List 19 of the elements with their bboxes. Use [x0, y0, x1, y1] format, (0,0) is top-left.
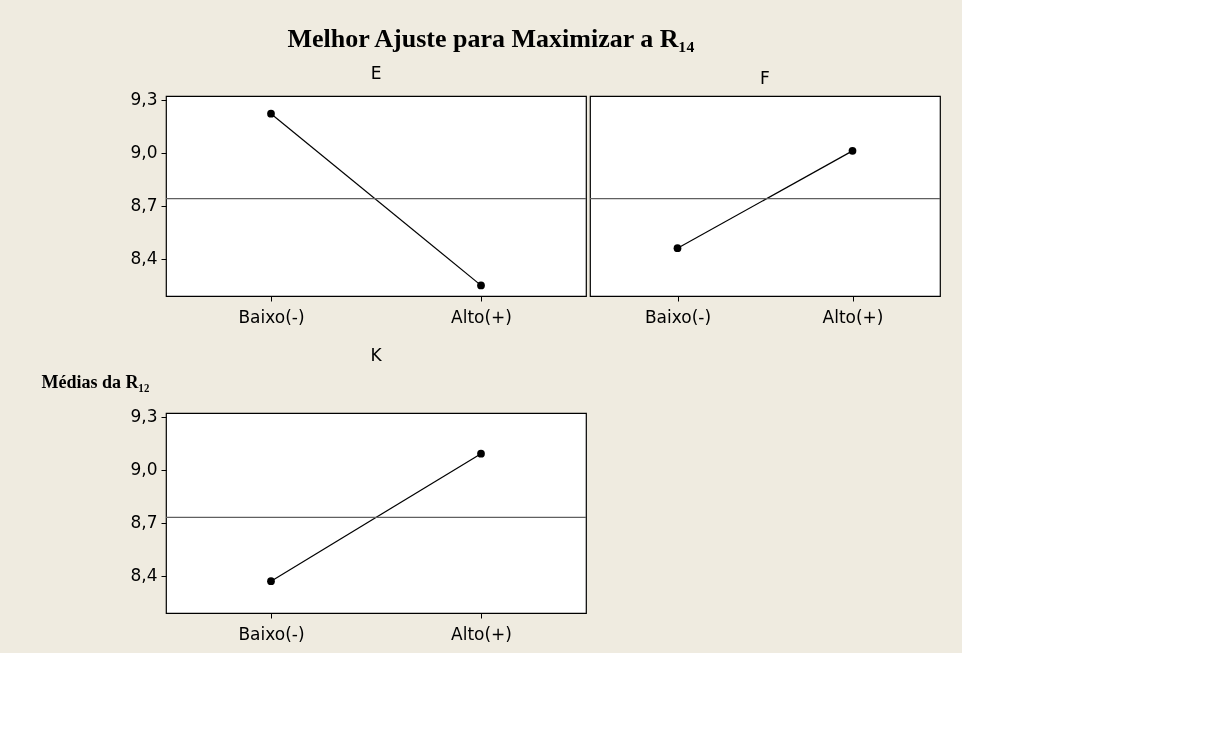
y-tick-label: 8,4: [130, 248, 158, 269]
y-tick-label: 9,0: [130, 142, 158, 163]
chart-title: K: [370, 345, 383, 365]
x-tick-label: Baixo(-): [238, 623, 305, 644]
chart-title: F: [760, 68, 770, 88]
x-tick-label: Alto(+): [822, 306, 884, 327]
y-tick-label: 8,7: [130, 512, 158, 533]
x-tick-label: Baixo(-): [238, 306, 305, 327]
y-tick-label: 8,7: [130, 195, 158, 216]
x-tick-label: Alto(+): [451, 623, 512, 644]
y-axis-title: Médias da R₁₂: [41, 371, 150, 392]
chart-title: E: [370, 62, 382, 83]
x-tick-label: Alto(+): [451, 306, 512, 327]
y-tick-label: 8,4: [130, 565, 158, 586]
x-tick-label: Baixo(-): [644, 306, 712, 327]
text: Melhor Ajuste para Maximizar a R₁₄: [287, 23, 695, 53]
y-tick-label: 9,3: [130, 406, 158, 427]
y-tick-label: 9,3: [130, 89, 158, 110]
y-tick-label: 9,0: [130, 459, 158, 480]
